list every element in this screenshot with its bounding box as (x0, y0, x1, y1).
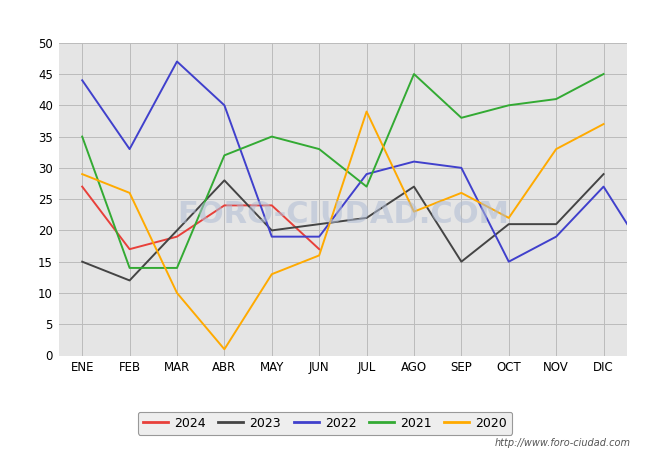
Text: FORO-CIUDAD.COM: FORO-CIUDAD.COM (177, 200, 509, 229)
Legend: 2024, 2023, 2022, 2021, 2020: 2024, 2023, 2022, 2021, 2020 (138, 412, 512, 435)
Text: Matriculaciones de Vehiculos en Ceutí: Matriculaciones de Vehiculos en Ceutí (173, 9, 477, 24)
Text: http://www.foro-ciudad.com: http://www.foro-ciudad.com (495, 438, 630, 448)
